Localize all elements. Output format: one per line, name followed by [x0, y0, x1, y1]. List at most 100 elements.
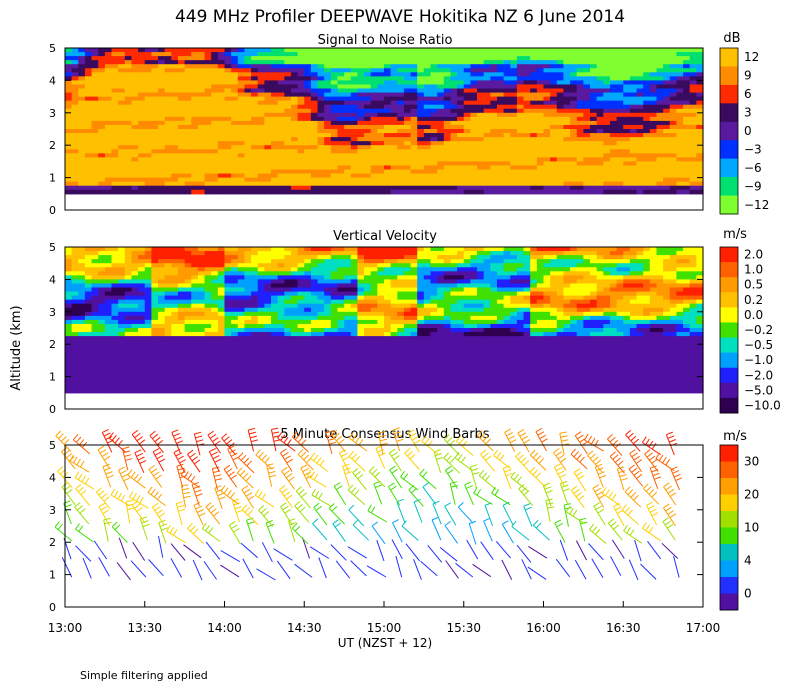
snr-cell	[410, 165, 418, 171]
snr-cell	[118, 52, 126, 57]
snr-cell	[78, 88, 86, 94]
snr-cell	[570, 96, 578, 102]
snr-cell	[516, 76, 525, 81]
velocity-cell	[257, 259, 265, 264]
snr-cell	[543, 88, 551, 94]
velocity-cell	[184, 356, 192, 361]
snr-cell	[197, 48, 206, 53]
velocity-cell	[78, 360, 86, 366]
snr-cell	[689, 48, 697, 53]
snr-cell	[457, 116, 465, 122]
snr-cell	[423, 129, 432, 134]
snr-cell	[330, 133, 339, 138]
velocity-cell	[251, 384, 259, 390]
snr-cell	[164, 104, 172, 110]
snr-cell	[496, 124, 505, 130]
velocity-cell	[151, 319, 159, 325]
snr-cell	[603, 189, 611, 195]
velocity-cell	[71, 287, 79, 293]
snr-cell	[158, 92, 166, 98]
snr-cell	[204, 185, 212, 191]
snr-cell	[669, 48, 678, 53]
snr-cell	[211, 88, 219, 94]
snr-cell	[244, 189, 252, 195]
snr-cell	[65, 80, 73, 86]
snr-cell	[663, 173, 671, 179]
snr-cell	[516, 161, 525, 167]
snr-cell	[290, 56, 299, 61]
velocity-cell	[171, 307, 179, 313]
velocity-cell	[111, 348, 119, 353]
snr-cell	[490, 76, 498, 81]
snr-cell	[477, 157, 485, 162]
snr-cell	[217, 96, 226, 102]
snr-cell	[590, 112, 598, 118]
snr-cell	[118, 60, 126, 65]
velocity-cell	[310, 259, 319, 264]
snr-cell	[603, 116, 611, 122]
snr-cell	[656, 48, 664, 53]
velocity-cell	[237, 299, 246, 305]
snr-cell	[111, 185, 119, 191]
snr-cell	[696, 181, 704, 187]
y-tick-label: 4	[49, 74, 56, 87]
snr-cell	[131, 52, 139, 57]
snr-cell	[71, 137, 79, 142]
snr-cell	[71, 92, 79, 98]
snr-cell	[417, 48, 425, 53]
snr-cell	[417, 181, 425, 187]
snr-cell	[304, 161, 312, 167]
velocity-cell	[304, 259, 312, 264]
snr-cell	[244, 52, 252, 57]
velocity-cell	[91, 247, 99, 252]
velocity-cell	[277, 315, 285, 321]
snr-cell	[65, 48, 73, 53]
velocity-cell	[264, 388, 272, 394]
velocity-cell	[84, 319, 93, 325]
snr-cell	[98, 100, 106, 106]
snr-cell	[284, 64, 292, 69]
velocity-cell	[84, 267, 93, 272]
snr-cell	[231, 177, 239, 183]
velocity-cell	[84, 340, 93, 345]
snr-cell	[450, 56, 458, 61]
snr-cell	[590, 104, 598, 110]
snr-cell	[590, 129, 598, 134]
velocity-cell	[171, 299, 179, 305]
velocity-cell	[131, 336, 139, 341]
snr-cell	[417, 76, 425, 81]
snr-cell	[370, 60, 378, 65]
snr-cell	[197, 120, 206, 126]
snr-cell	[676, 108, 684, 114]
velocity-cell	[171, 372, 179, 378]
velocity-cell	[224, 380, 232, 386]
velocity-cell	[84, 352, 93, 357]
snr-cell	[523, 80, 531, 86]
snr-cell	[636, 72, 644, 77]
snr-cell	[596, 153, 604, 158]
snr-cell	[251, 64, 259, 69]
snr-cell	[463, 145, 471, 150]
velocity-cell	[124, 336, 133, 341]
snr-cell	[324, 108, 332, 114]
snr-cell	[403, 72, 412, 77]
snr-cell	[151, 185, 159, 191]
snr-cell	[390, 104, 398, 110]
snr-cell	[304, 141, 312, 146]
snr-cell	[550, 189, 558, 195]
velocity-cell	[284, 287, 292, 293]
snr-cell	[377, 124, 385, 130]
snr-cell	[463, 100, 471, 106]
snr-cell	[104, 169, 113, 175]
snr-cell	[643, 137, 651, 142]
snr-cell	[423, 96, 432, 102]
snr-cell	[158, 124, 166, 130]
velocity-cell	[98, 364, 106, 370]
snr-cell	[523, 149, 531, 154]
snr-cell	[264, 161, 272, 167]
velocity-cell	[264, 344, 272, 349]
snr-cell	[204, 145, 212, 150]
velocity-cell	[111, 336, 119, 341]
snr-cell	[164, 161, 172, 167]
snr-cell	[197, 157, 206, 162]
